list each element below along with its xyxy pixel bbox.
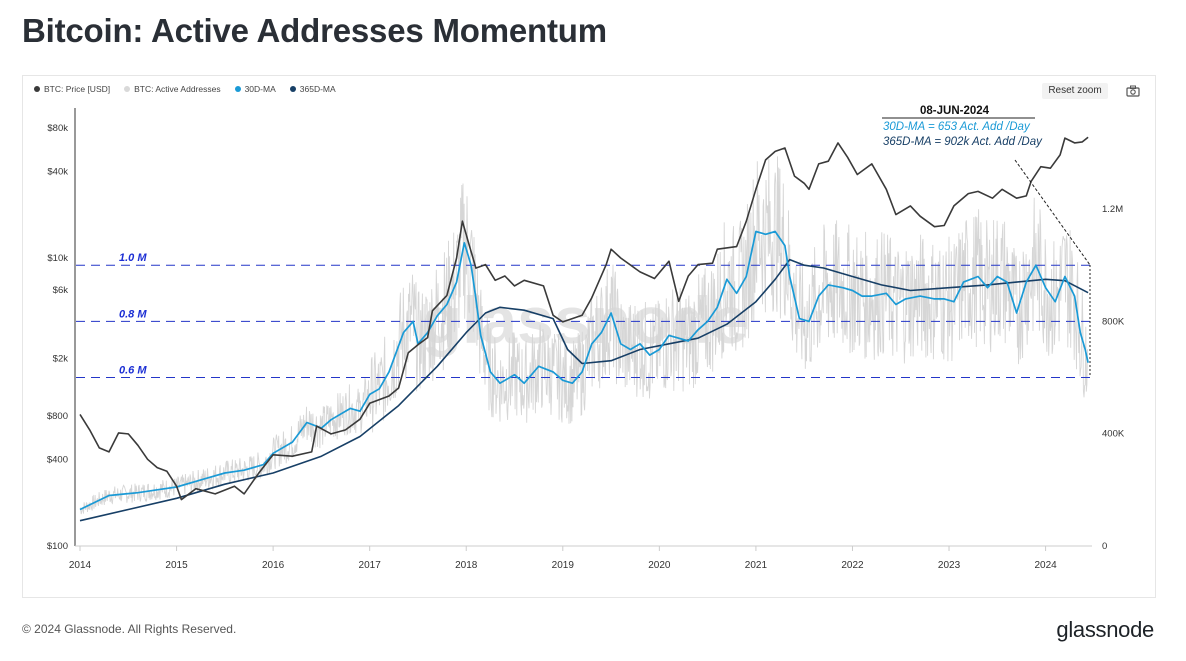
annotation-ma365: 365D-MA = 902k Act. Add /Day	[883, 136, 1042, 148]
annotation-ma30: 30D-MA = 653 Act. Add /Day	[883, 121, 1030, 133]
legend-label-active-addresses: BTC: Active Addresses	[134, 84, 221, 94]
price-series	[79, 136, 1089, 501]
y-right-tick-0: 0	[1102, 541, 1107, 552]
x-tick-label-2: 2016	[262, 560, 285, 571]
page-title: Bitcoin: Active Addresses Momentum	[22, 12, 607, 49]
y-left-tick-1: $400	[47, 454, 68, 465]
legend-item-30d-ma[interactable]: 30D-MA	[234, 84, 276, 94]
legend-dot-30d-ma	[234, 86, 241, 92]
footer-copyright: © 2024 Glassnode. All Rights Reserved.	[22, 622, 237, 636]
legend-label-price: BTC: Price [USD]	[44, 84, 111, 94]
legend-item-active-addresses[interactable]: BTC: Active Addresses	[124, 84, 221, 94]
y-left-tick-5: $10k	[47, 253, 68, 264]
legend-dot-active-addresses	[124, 86, 131, 92]
legend-item-price[interactable]: BTC: Price [USD]	[34, 84, 110, 94]
x-tick-label-7: 2021	[745, 560, 768, 571]
ma365-series	[79, 258, 1089, 522]
y-axis-right-ticks: 0 400K 800K 1.2M	[1102, 204, 1125, 552]
y-left-tick-2: $800	[47, 411, 68, 422]
price-line	[79, 136, 1089, 501]
y-left-tick-4: $6k	[53, 285, 69, 296]
legend-dot-price	[34, 86, 40, 92]
legend-dot-365d-ma	[289, 86, 296, 92]
legend-item-365d-ma[interactable]: 365D-MA	[289, 84, 336, 94]
y-axis-left-ticks: $100 $400 $800 $2k $6k $10k $40k $80k	[47, 123, 68, 552]
reset-zoom-button[interactable]: Reset zoom	[1042, 83, 1108, 99]
chart-legend: BTC: Price [USD] BTC: Active Addresses 3…	[34, 84, 336, 94]
y-right-tick-3: 1.2M	[1102, 204, 1123, 215]
x-tick-label-0: 2014	[69, 560, 92, 571]
x-tick-label-3: 2017	[359, 560, 382, 571]
y-left-tick-7: $80k	[47, 123, 68, 134]
annotation-pointer	[1014, 159, 1091, 266]
x-axis-ticks: 2014 2015 2016 2017 2018 2019 2020 2021 2022 2023…	[69, 546, 1057, 571]
y-left-tick-0: $100	[47, 541, 68, 552]
x-tick-label-5: 2019	[552, 560, 575, 571]
reference-lines: 1.0 M 0.8 M 0.6 M	[76, 252, 1092, 379]
x-tick-label-4: 2018	[455, 560, 478, 571]
camera-icon[interactable]	[1126, 84, 1140, 98]
legend-label-365d-ma: 365D-MA	[299, 84, 336, 94]
reference-label-1: 0.8 M	[119, 308, 147, 320]
reference-label-2: 0.6 M	[119, 365, 147, 377]
x-tick-label-9: 2023	[938, 560, 961, 571]
x-tick-label-1: 2015	[165, 560, 188, 571]
reference-label-0: 1.0 M	[119, 252, 147, 264]
y-right-tick-2: 800K	[1102, 316, 1125, 327]
ma30-series	[79, 230, 1089, 511]
y-left-tick-3: $2k	[53, 354, 69, 365]
ma365-line	[79, 258, 1089, 522]
x-tick-label-6: 2020	[648, 560, 671, 571]
annotation-date: 08-JUN-2024	[920, 105, 990, 117]
x-tick-label-10: 2024	[1034, 560, 1057, 571]
y-right-tick-1: 400K	[1102, 429, 1125, 440]
y-left-tick-6: $40k	[47, 166, 68, 177]
footer-logo: glassnode	[1056, 617, 1154, 642]
x-tick-label-8: 2022	[841, 560, 864, 571]
legend-label-30d-ma: 30D-MA	[244, 84, 276, 94]
ma30-line	[79, 230, 1089, 511]
